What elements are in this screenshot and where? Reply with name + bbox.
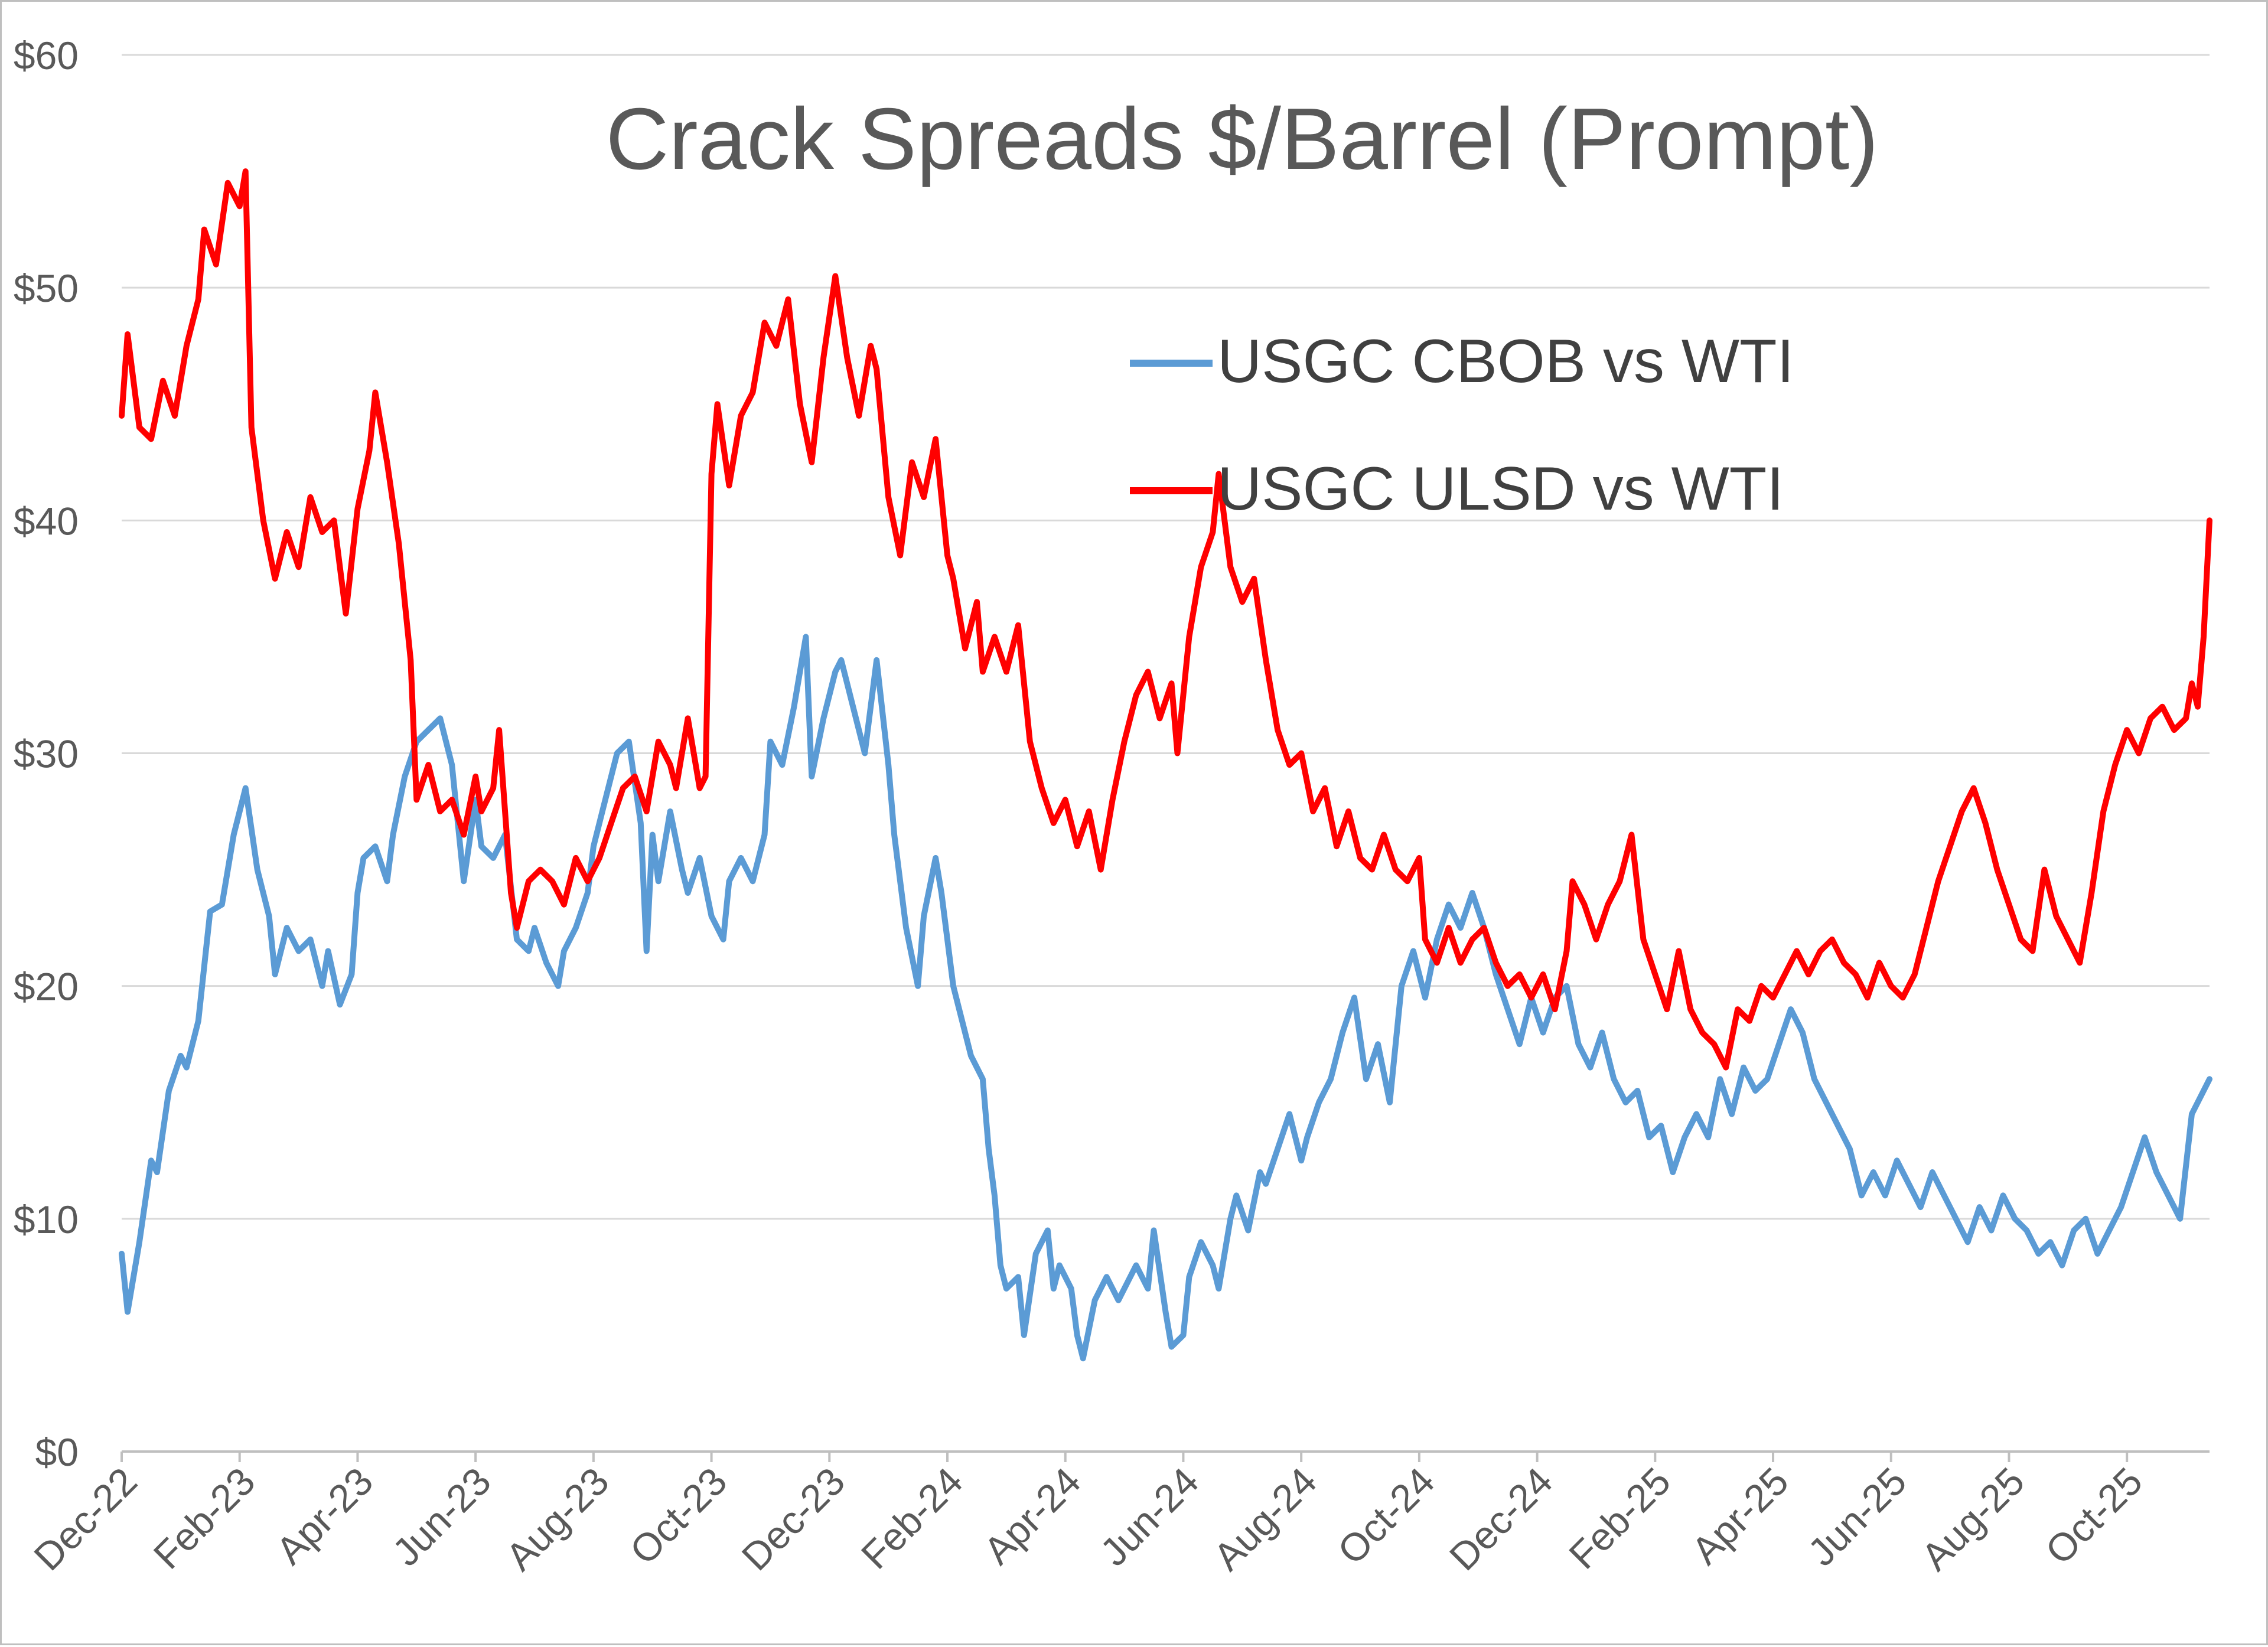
x-tick-label-6: Dec-23 <box>733 1459 853 1579</box>
x-tick-label-11: Oct-24 <box>1329 1459 1442 1573</box>
chart-title: Crack Spreads $/Barrel (Prompt) <box>606 90 1879 188</box>
series-line-cbob <box>119 634 2212 1362</box>
x-tick-label-4: Aug-23 <box>497 1459 617 1579</box>
x-tick-label-12: Dec-24 <box>1441 1459 1561 1579</box>
x-tick-label-14: Apr-25 <box>1683 1459 1797 1573</box>
x-tick-label-17: Oct-25 <box>2037 1459 2150 1573</box>
x-tick-label-8: Apr-24 <box>975 1459 1089 1573</box>
y-tick-label-0: $0 <box>35 1430 79 1474</box>
x-tick-label-2: Apr-23 <box>268 1459 381 1573</box>
legend-label-ulsd: USGC ULSD vs WTI <box>1217 455 1784 523</box>
axes <box>120 1450 2210 1462</box>
y-tick-label-5: $50 <box>14 266 79 310</box>
legend-label-cbob: USGC CBOB vs WTI <box>1217 327 1794 396</box>
x-tick-label-9: Jun-24 <box>1091 1459 1207 1574</box>
y-tick-label-3: $30 <box>14 732 79 776</box>
x-tick-label-3: Jun-23 <box>384 1459 499 1574</box>
x-tick-label-16: Aug-25 <box>1913 1459 2033 1579</box>
y-tick-label-6: $60 <box>14 34 79 77</box>
x-tick-label-13: Feb-25 <box>1560 1459 1679 1577</box>
series-lines <box>119 168 2212 1362</box>
y-tick-label-4: $40 <box>14 499 79 543</box>
legend: USGC CBOB vs WTI USGC ULSD vs WTI <box>1130 327 1794 523</box>
y-tick-label-2: $20 <box>14 965 79 1009</box>
x-tick-label-10: Aug-24 <box>1205 1459 1325 1579</box>
y-axis-tick-labels: $0 $10 $20 $30 $40 $50 $60 <box>14 34 79 1474</box>
series-line-ulsd <box>119 168 2212 1071</box>
x-tick-label-5: Oct-23 <box>621 1459 735 1573</box>
x-tick-label-7: Feb-24 <box>853 1459 971 1577</box>
gridlines <box>122 54 2210 1220</box>
y-tick-label-1: $10 <box>14 1198 79 1241</box>
x-tick-label-15: Jun-25 <box>1800 1459 1915 1574</box>
x-tick-label-0: Dec-22 <box>25 1459 145 1579</box>
x-tick-label-1: Feb-23 <box>145 1459 263 1577</box>
